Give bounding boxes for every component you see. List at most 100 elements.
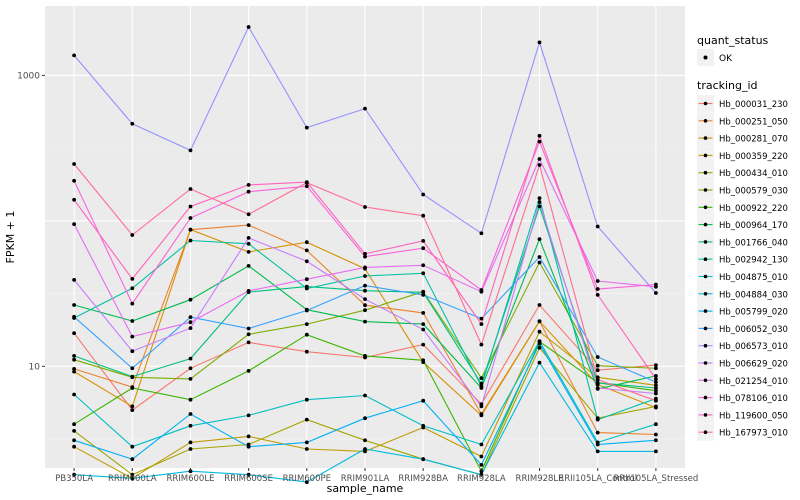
legend-key-dot [703,188,708,192]
legend-item: Hb_006629_020 [697,354,788,372]
data-point [130,472,135,477]
y-axis-title: FPKM + 1 [4,211,17,264]
legend-label: Hb_006573_010 [719,342,788,352]
data-point [188,315,193,319]
legend-item: Hb_002942_130 [697,250,788,268]
data-point [654,383,658,388]
data-point [595,279,600,283]
legend-item: Hb_006573_010 [697,337,788,355]
data-point [304,286,309,291]
data-point [72,162,76,166]
data-point [130,319,135,323]
data-point [479,463,484,467]
legend-item: Hb_078106_010 [697,389,788,407]
data-point [130,457,135,462]
x-tick-label: RRIM600LA [108,474,157,484]
data-point [304,480,309,484]
data-point [304,349,309,354]
data-point [304,332,309,337]
data-point [654,282,658,287]
legend-label: Hb_004875_010 [719,273,788,283]
data-point [654,374,658,378]
data-point [130,349,135,354]
data-point [188,227,193,232]
data-point [72,197,76,202]
data-point [304,322,309,326]
data-point [479,404,484,409]
legend-item: Hb_004875_010 [697,268,788,285]
data-point [537,133,542,138]
data-point [188,204,193,209]
data-point [130,404,135,409]
data-point [72,53,76,58]
data-point [654,398,658,403]
legend-item: Hb_000964_170 [697,216,788,234]
data-point [363,251,367,256]
data-point [479,413,484,418]
data-point [304,417,309,422]
data-point [363,254,367,259]
legend-item: Hb_000359_220 [697,146,788,164]
data-point [130,408,135,412]
legend-key-dot [703,430,708,435]
legend-quant-title: quant_status [697,34,769,47]
data-point [304,248,309,253]
legend-item: Hb_119600_050 [697,406,788,424]
x-tick-label: RRII105LA_Control [558,474,637,484]
legend-key-dot [703,309,708,313]
data-point [479,376,484,380]
data-point [363,319,367,324]
legend-label: Hb_021254_010 [719,377,788,387]
data-point [304,180,309,185]
data-point [246,183,251,187]
data-point [72,369,76,374]
data-point [304,447,309,451]
data-point [654,438,658,443]
legend-key-dot [703,170,708,175]
data-point [246,250,251,254]
data-point [130,374,135,379]
data-point [595,417,600,422]
data-point [654,388,658,393]
y-axis: 10 1000 [17,71,45,372]
legend-key-dot [703,240,708,244]
data-point [654,404,658,409]
data-point [246,444,251,449]
data-point [654,391,658,396]
data-point [537,157,542,161]
legend-quant-dot [703,55,708,60]
data-point [304,308,309,313]
x-tick-label: RRIM928LE [516,474,564,484]
data-point [595,377,600,382]
legend-label: Hb_000434_010 [719,169,788,179]
data-point [479,384,484,389]
data-point [363,297,367,301]
x-tick-label: RRIM928BA [398,474,448,484]
data-point [363,393,367,398]
data-point [595,449,600,454]
data-point [188,423,193,428]
data-point [188,187,193,191]
legend-label: Hb_119600_050 [719,411,788,421]
data-point [537,319,542,324]
data-point [537,360,542,365]
data-point [363,283,367,288]
legend-key-dot [703,343,708,348]
legend-item: Hb_000434_010 [697,164,788,182]
data-point [654,377,658,381]
data-point [246,223,251,228]
data-point [421,358,426,363]
data-point [72,303,76,307]
data-point [72,429,76,433]
data-point [130,121,135,126]
data-point [537,139,542,144]
legend-item: Hb_167973_010 [697,423,788,441]
data-point [363,416,367,421]
data-point [246,212,251,217]
legend-key-dot [703,395,708,400]
data-point [72,472,76,477]
data-point [130,444,135,449]
data-point [479,469,484,474]
legend-label: Hb_006052_030 [719,325,788,335]
